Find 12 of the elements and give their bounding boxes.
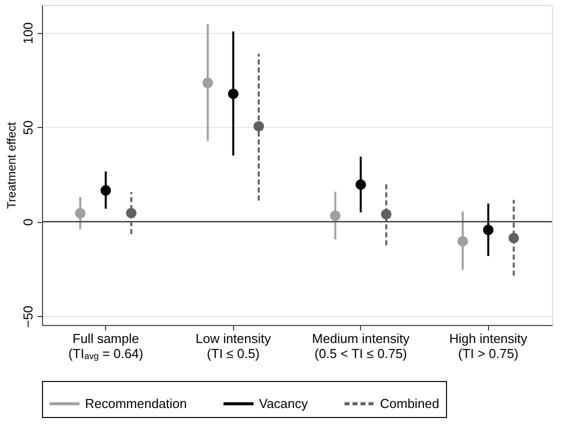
y-tick-label: 50: [20, 120, 36, 135]
y-tick-label: 0: [20, 218, 36, 226]
x-tick-label: Medium intensity (0.5 < TI ≤ 0.75): [312, 331, 410, 361]
legend-label: Recommendation: [85, 396, 187, 411]
y-tick-label: −50: [20, 306, 36, 328]
x-tick-label: Low intensity (TI ≤ 0.5): [196, 331, 272, 361]
y-tick-label: 100: [20, 22, 36, 44]
x-tick-label: High intensity (TI > 0.75): [449, 331, 528, 361]
legend-label: Combined: [380, 396, 440, 411]
y-axis-title: Treatment effect: [4, 121, 18, 209]
legend-label: Vacancy: [259, 396, 308, 411]
x-tick-label: Full sample (TIavg = 0.64): [68, 331, 144, 361]
